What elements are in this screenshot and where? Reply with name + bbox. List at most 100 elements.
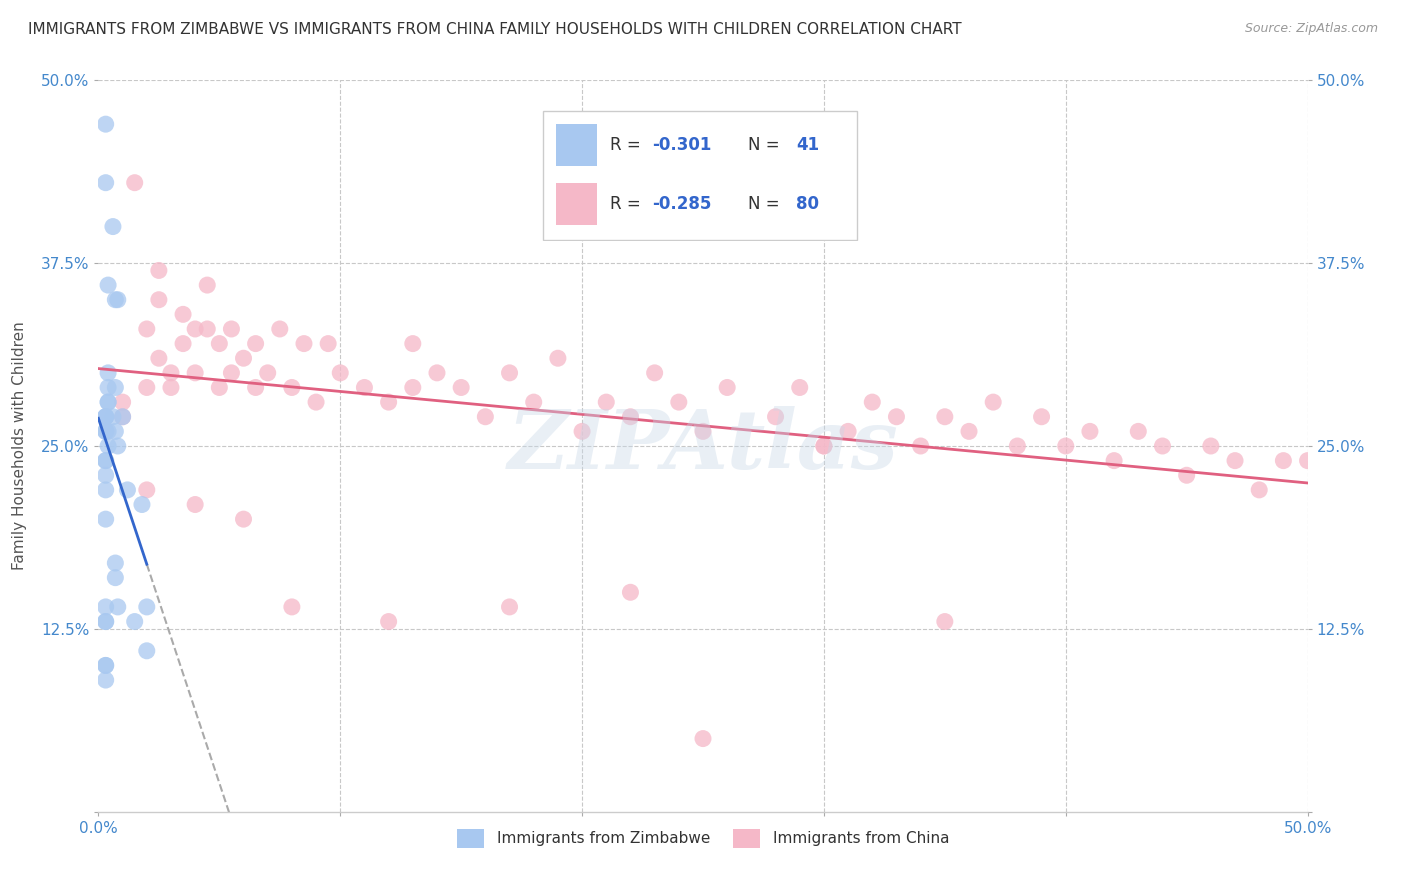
Point [860, 395, 883, 409]
Point [97, 395, 120, 409]
Point [104, 293, 127, 307]
Point [172, 336, 194, 351]
Point [135, 644, 157, 658]
Point [292, 336, 315, 351]
Point [101, 219, 124, 234]
Point [692, 425, 714, 439]
Point [94, 176, 117, 190]
Point [1223, 453, 1246, 467]
Point [135, 380, 157, 394]
Point [94, 425, 117, 439]
Point [94, 658, 117, 673]
Point [94, 409, 117, 424]
Point [221, 366, 243, 380]
Point [94, 658, 117, 673]
Point [377, 395, 399, 409]
Point [571, 425, 593, 439]
Point [94, 453, 117, 467]
Point [353, 380, 375, 394]
Point [160, 366, 183, 380]
Point [668, 395, 690, 409]
Point [1102, 453, 1125, 467]
Point [131, 498, 153, 512]
Point [111, 409, 134, 424]
Point [94, 425, 117, 439]
Point [498, 366, 520, 380]
Point [619, 585, 641, 599]
Point [1031, 409, 1053, 424]
Point [107, 293, 129, 307]
Point [184, 366, 207, 380]
Point [94, 599, 117, 614]
Point [94, 615, 117, 629]
Point [104, 571, 127, 585]
Point [245, 336, 267, 351]
Point [97, 439, 120, 453]
Point [1272, 453, 1295, 467]
Legend: Immigrants from Zimbabwe, Immigrants from China: Immigrants from Zimbabwe, Immigrants fro… [450, 822, 956, 855]
Point [94, 468, 117, 483]
Point [1175, 468, 1198, 483]
Point [910, 439, 932, 453]
Point [135, 322, 157, 336]
Point [474, 409, 496, 424]
Point [402, 380, 425, 394]
Point [934, 615, 956, 629]
Point [195, 278, 218, 293]
Point [97, 278, 120, 293]
Point [498, 599, 520, 614]
Point [107, 599, 129, 614]
Text: IMMIGRANTS FROM ZIMBABWE VS IMMIGRANTS FROM CHINA FAMILY HOUSEHOLDS WITH CHILDRE: IMMIGRANTS FROM ZIMBABWE VS IMMIGRANTS F… [28, 22, 962, 37]
Point [104, 425, 127, 439]
Point [107, 439, 129, 453]
Point [1054, 439, 1077, 453]
Point [813, 439, 835, 453]
Point [1128, 425, 1150, 439]
Point [450, 380, 472, 394]
Point [97, 395, 120, 409]
Point [426, 366, 449, 380]
Point [813, 439, 835, 453]
Point [934, 409, 956, 424]
Point [208, 380, 231, 394]
Point [94, 615, 117, 629]
Y-axis label: Family Households with Children: Family Households with Children [13, 322, 27, 570]
Point [281, 380, 304, 394]
Point [124, 176, 146, 190]
Point [789, 380, 811, 394]
Point [692, 731, 714, 746]
Point [269, 322, 291, 336]
Point [523, 395, 546, 409]
Point [1249, 483, 1271, 497]
Point [94, 409, 117, 424]
Point [94, 673, 117, 687]
Point [104, 556, 127, 570]
Point [135, 483, 157, 497]
Point [1296, 453, 1319, 467]
Point [232, 351, 254, 366]
Point [111, 409, 134, 424]
Point [402, 336, 425, 351]
Point [1007, 439, 1029, 453]
Point [94, 117, 117, 131]
Point [148, 293, 170, 307]
Point [1199, 439, 1222, 453]
Point [221, 322, 243, 336]
Point [644, 366, 666, 380]
Point [595, 395, 617, 409]
Point [97, 366, 120, 380]
Point [619, 409, 641, 424]
Point [281, 599, 304, 614]
Point [148, 263, 170, 277]
Point [765, 409, 787, 424]
Point [124, 615, 146, 629]
Point [377, 615, 399, 629]
Point [256, 366, 278, 380]
Point [172, 307, 194, 321]
Point [184, 498, 207, 512]
Point [148, 351, 170, 366]
Point [329, 366, 352, 380]
Point [981, 395, 1004, 409]
Point [101, 409, 124, 424]
Point [97, 380, 120, 394]
